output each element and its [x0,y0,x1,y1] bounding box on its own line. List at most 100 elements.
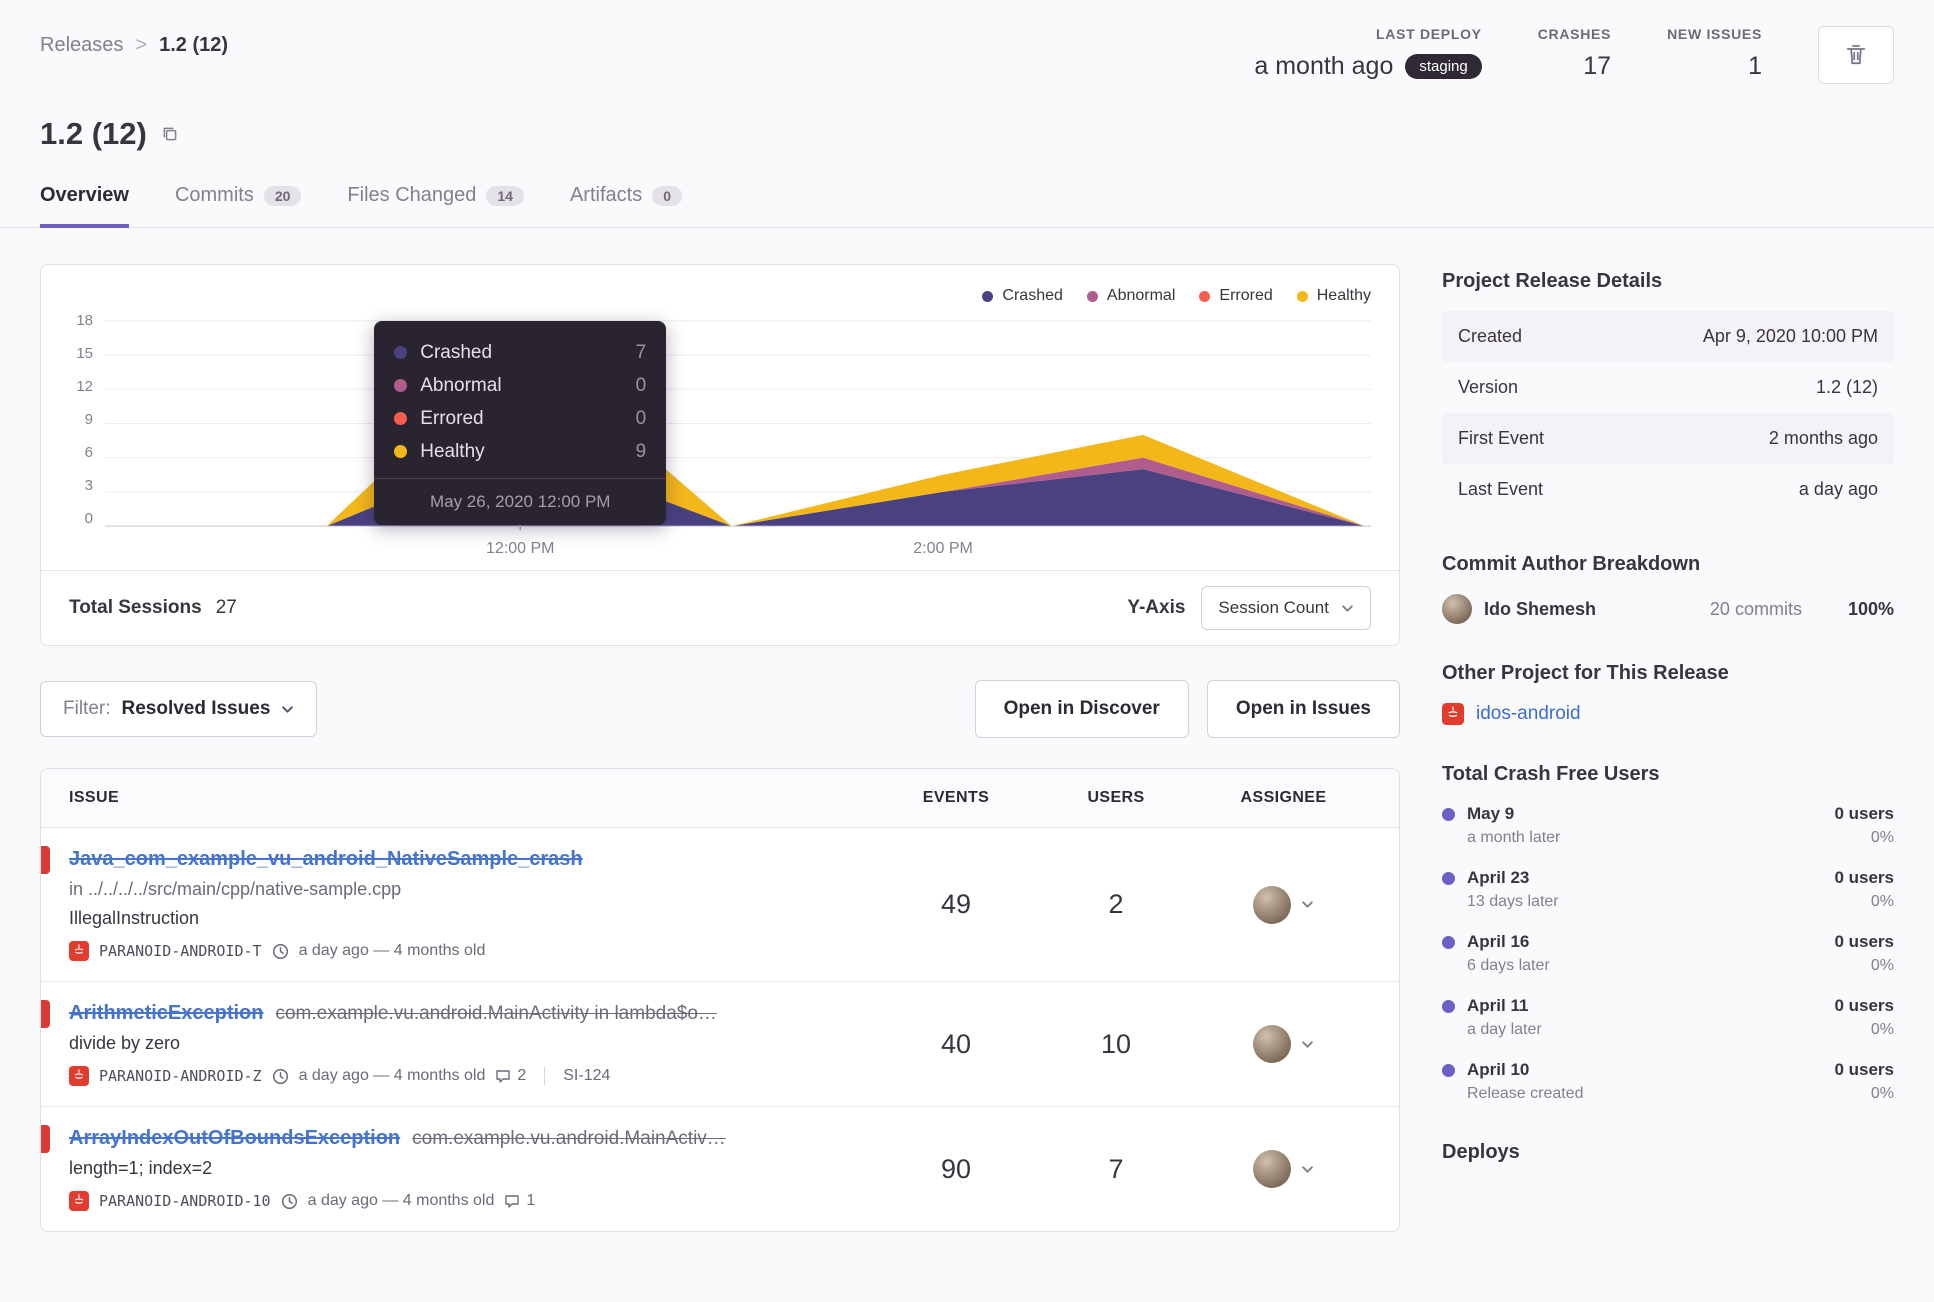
sessions-chart-card: Crashed Abnormal Errored Healthy 18 [40,264,1400,646]
tooltip-row-healthy: Healthy 9 [394,435,646,468]
breadcrumb-releases-link[interactable]: Releases [40,34,124,56]
detail-value: Apr 9, 2020 10:00 PM [1702,326,1878,346]
issue-column-header: ISSUE [69,789,120,806]
events-column-header: EVENTS [922,789,990,806]
chevron-down-icon [281,703,294,716]
y-axis-select[interactable]: Session Count [1201,586,1371,630]
legend-item-healthy[interactable]: Healthy [1296,287,1371,305]
section-heading: Other Project for This Release [1442,662,1729,684]
external-issue-link[interactable]: SI-124 [563,1067,611,1084]
issue-events-count: 90 [940,1153,972,1184]
sidebar: Project Release Details Created Apr 9, 2… [1442,264,1894,1232]
tab-files-changed-badge: 14 [486,185,524,206]
crash-free-users: 0 users [1834,868,1894,887]
issues-filter-select[interactable]: Filter: Resolved Issues [40,681,318,737]
tooltip-abnormal-label: Abnormal [420,374,502,396]
chart-plot: 18 15 12 9 6 3 0 12:00 PM 2:00 PM [41,305,1399,570]
section-heading: Commit Author Breakdown [1442,553,1701,575]
crashes-value: 17 [1583,52,1612,80]
other-project-name: idos-android [1476,703,1581,724]
issue-title-link[interactable]: ArithmeticException [69,1002,264,1024]
trash-icon [1844,43,1868,67]
healthy-dot-icon [394,445,408,458]
comment-count: 1 [526,1192,536,1209]
clock-icon [281,1193,298,1210]
open-in-discover-button[interactable]: Open in Discover [974,680,1189,738]
unresolved-indicator [41,1000,50,1028]
issue-users-count: 2 [1108,889,1124,919]
breadcrumb: Releases > 1.2 (12) [40,26,228,57]
errored-legend-dot [1199,290,1211,302]
legend-item-abnormal[interactable]: Abnormal [1086,287,1175,305]
issue-age: a day ago — 4 months old [307,1192,495,1209]
tooltip-row-crashed: Crashed 7 [394,336,646,369]
tab-commits-label: Commits [174,184,254,206]
list-item: April 11 0 users a day later 0% [1442,996,1894,1039]
tab-commits[interactable]: Commits 20 [174,184,302,228]
stat-new-issues: NEW ISSUES 1 [1667,26,1762,81]
platform-icon-java [69,1191,89,1211]
chevron-down-icon [1301,1163,1314,1176]
legend-item-errored[interactable]: Errored [1199,287,1273,305]
commit-authors-section: Commit Author Breakdown Ido Shemesh 20 c… [1442,553,1894,624]
copy-version-button[interactable] [161,125,179,143]
chart-footer: Total Sessions 27 Y-Axis Session Count [41,570,1399,645]
chevron-down-icon [1301,898,1314,911]
divider [544,1067,546,1085]
comments-indicator: 2 [495,1067,526,1085]
environment-badge: staging [1405,54,1482,79]
tab-commits-badge: 20 [263,185,302,206]
y-axis-label: Y-Axis [1127,597,1186,618]
unresolved-indicator [41,1125,50,1153]
main-column: Crashed Abnormal Errored Healthy 18 [40,264,1400,1232]
tab-overview[interactable]: Overview [40,184,129,228]
deploys-section: Deploys [1442,1141,1894,1164]
new-issues-value: 1 [1748,52,1762,80]
chart-legend: Crashed Abnormal Errored Healthy [69,287,1371,305]
tooltip-row-abnormal: Abnormal 0 [394,369,646,402]
tab-artifacts-badge: 0 [652,185,683,206]
other-project-link[interactable]: idos-android [1442,703,1894,725]
crash-free-section: Total Crash Free Users May 9 0 users a m… [1442,763,1894,1103]
y-tick: 9 [84,411,93,428]
release-details-section: Project Release Details Created Apr 9, 2… [1442,270,1894,515]
crash-free-date: April 10 [1467,1060,1530,1079]
tab-files-changed[interactable]: Files Changed 14 [347,184,524,228]
legend-item-crashed[interactable]: Crashed [982,287,1063,305]
crash-free-note: 13 days later [1467,893,1559,910]
crash-free-date: April 23 [1467,868,1530,887]
issue-title-link[interactable]: ArrayIndexOutOfBoundsException [69,1127,401,1149]
detail-value: a day ago [1798,479,1878,499]
stat-last-deploy: LAST DEPLOY a month ago staging [1254,26,1482,81]
healthy-legend-label: Healthy [1316,287,1371,304]
assignee-dropdown[interactable] [1196,1150,1371,1188]
crashes-label: CRASHES [1537,26,1612,42]
breadcrumb-current: 1.2 (12) [159,34,229,56]
issues-table-header: ISSUE EVENTS USERS ASSIGNEE [41,769,1399,828]
avatar [1253,885,1291,924]
issue-message: divide by zero [69,1033,181,1053]
issue-age: a day ago — 4 months old [298,1067,486,1084]
project-slug: PARANOID-ANDROID-10 [99,1192,271,1210]
delete-release-button[interactable] [1818,26,1894,84]
list-item: April 10 0 users Release created 0% [1442,1060,1894,1103]
y-tick: 3 [84,477,93,494]
sessions-chart-svg [105,315,1371,530]
timeline-dot-icon [1442,999,1455,1013]
copy-icon [161,125,179,143]
assignee-dropdown[interactable] [1196,885,1371,924]
tab-artifacts[interactable]: Artifacts 0 [570,184,683,228]
comment-icon [504,1193,520,1209]
chart-tooltip: Crashed 7 Abnormal 0 Errored 0 [374,321,667,525]
table-row: Java_com_example_vu_android_NativeSample… [41,828,1399,982]
open-in-issues-button[interactable]: Open in Issues [1206,680,1400,738]
issue-title-link[interactable]: Java_com_example_vu_android_NativeSample… [69,848,583,870]
detail-label: Version [1458,377,1519,397]
tooltip-errored-value: 0 [635,407,647,429]
assignee-dropdown[interactable] [1196,1025,1371,1063]
section-heading: Project Release Details [1442,270,1663,292]
list-item: April 23 0 users 13 days later 0% [1442,868,1894,911]
filter-row: Filter: Resolved Issues Open in Discover… [40,680,1400,738]
errored-dot-icon [394,412,408,425]
release-tabs: Overview Commits 20 Files Changed 14 Art… [40,184,1894,228]
